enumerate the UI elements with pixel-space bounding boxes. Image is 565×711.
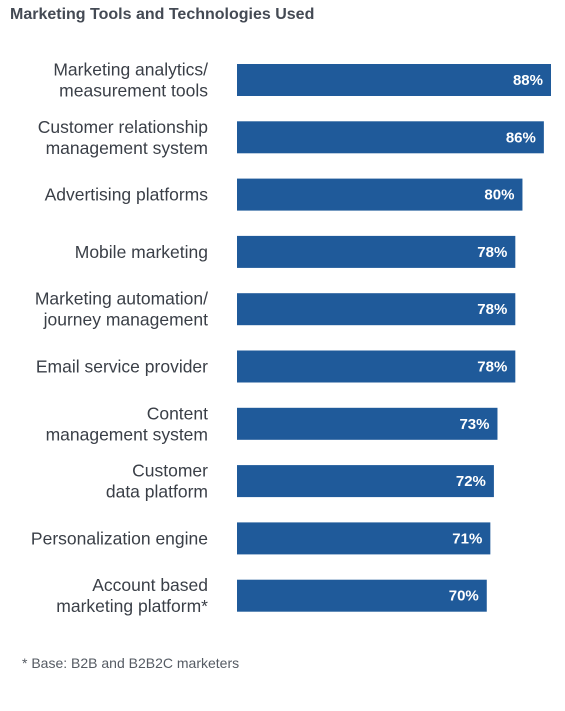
chart-title: Marketing Tools and Technologies Used — [10, 6, 315, 23]
value-label-8: 71% — [452, 530, 482, 547]
value-label-0: 88% — [513, 72, 543, 89]
bar-chart: 88% Marketing analytics/measurement tools… — [31, 60, 551, 616]
value-label-4: 78% — [477, 301, 507, 318]
bar-8 — [237, 522, 491, 555]
bar-2 — [237, 178, 523, 211]
category-label-8: Personalization engine — [31, 528, 208, 548]
category-label-3: Mobile marketing — [75, 242, 208, 262]
footnote: * Base: B2B and B2B2C marketers — [22, 655, 240, 671]
value-label-6: 73% — [459, 416, 489, 433]
category-label-5: Email service provider — [36, 357, 208, 377]
bar-0 — [237, 64, 551, 96]
bar-9 — [237, 579, 487, 612]
category-label-4: Marketing automation/journey management — [35, 289, 208, 330]
value-label-9: 70% — [449, 588, 479, 605]
bar-1 — [237, 121, 544, 154]
category-label-2: Advertising platforms — [45, 185, 209, 205]
bar-4 — [237, 293, 516, 326]
bar-5 — [237, 350, 516, 383]
category-label-6: Content management system — [46, 403, 209, 444]
category-label-7: Customer data platform — [106, 461, 208, 502]
value-label-7: 72% — [456, 473, 486, 490]
bar-6 — [237, 407, 498, 440]
value-label-1: 86% — [506, 129, 536, 146]
category-label-1: Customer relationship management system — [38, 117, 208, 158]
category-label-0: Marketing analytics/measurement tools — [53, 60, 208, 101]
value-label-5: 78% — [477, 359, 507, 376]
value-label-3: 78% — [477, 244, 507, 261]
bar-3 — [237, 235, 516, 268]
value-label-2: 80% — [484, 187, 514, 204]
category-label-9: Account based marketing platform* — [56, 575, 208, 616]
bar-7 — [237, 465, 494, 498]
